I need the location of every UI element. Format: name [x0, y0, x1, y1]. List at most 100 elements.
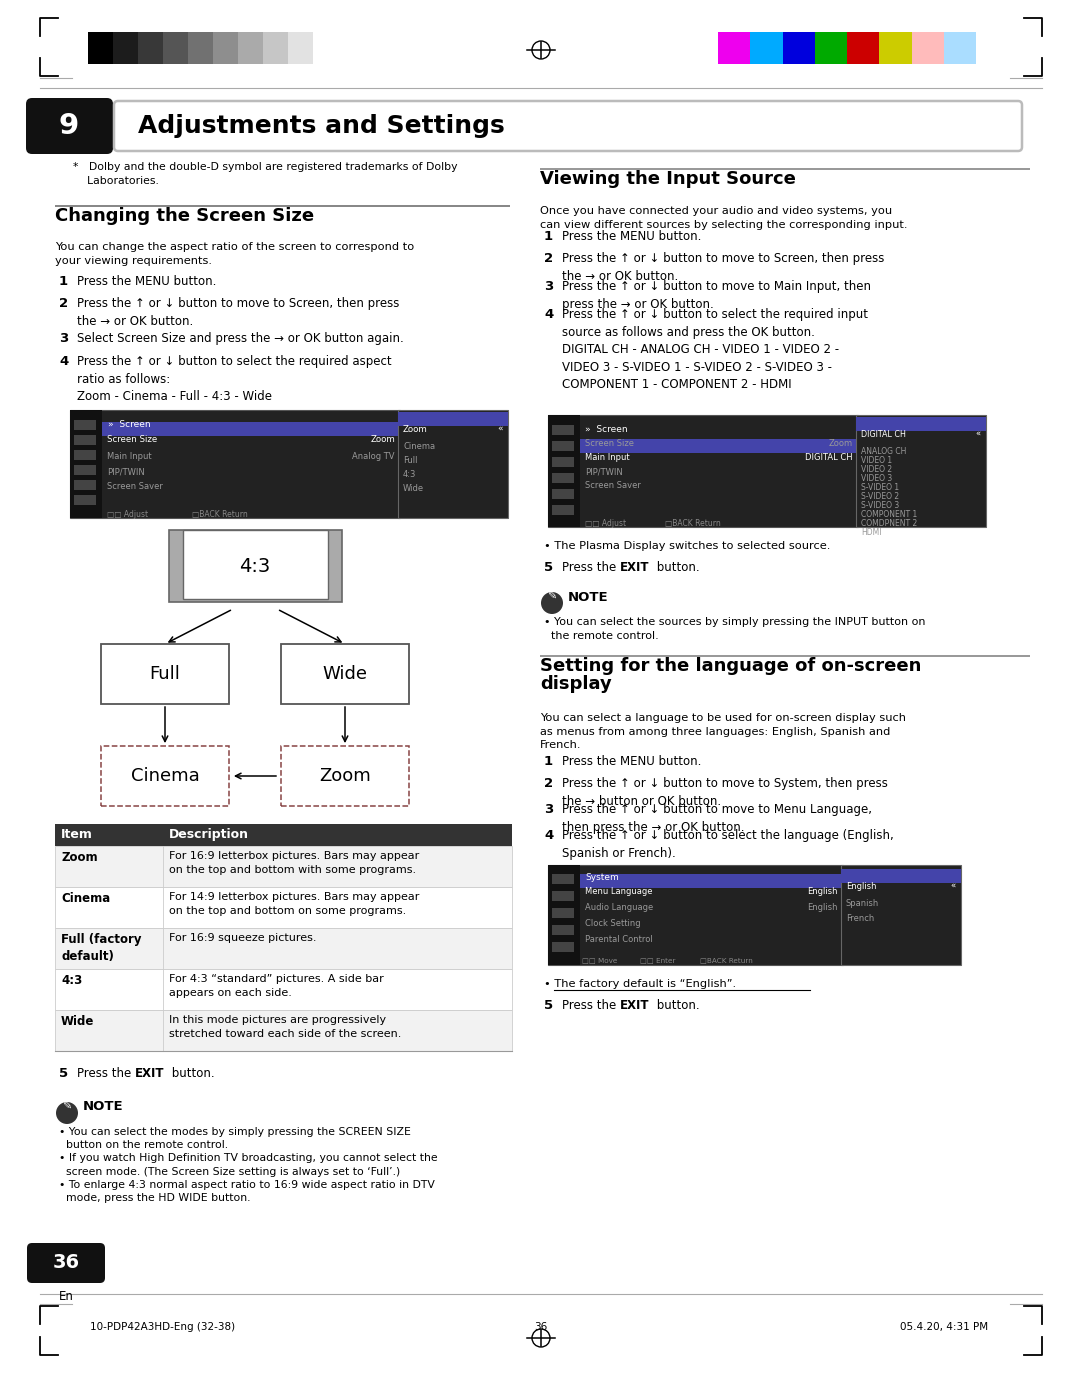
- Text: Press the: Press the: [77, 1068, 135, 1080]
- Text: Main Input: Main Input: [585, 453, 630, 463]
- Text: □BACK Return: □BACK Return: [700, 957, 753, 963]
- Bar: [552, 425, 573, 435]
- Text: Setting for the language of on-screen: Setting for the language of on-screen: [540, 657, 921, 675]
- Bar: [264, 32, 288, 64]
- Text: Press the ↑ or ↓ button to move to Menu Language,
then press the → or OK button.: Press the ↑ or ↓ button to move to Menu …: [562, 802, 872, 834]
- Text: For 16:9 letterbox pictures. Bars may appear
on the top and bottom with some pro: For 16:9 letterbox pictures. Bars may ap…: [168, 851, 419, 874]
- Text: English: English: [846, 882, 877, 891]
- Text: Press the ↑ or ↓ button to select the language (English,
Spanish or French).: Press the ↑ or ↓ button to select the la…: [562, 829, 894, 859]
- Text: S-VIDEO 3: S-VIDEO 3: [861, 501, 900, 510]
- Text: Once you have connected your audio and video systems, you
can view different sou: Once you have connected your audio and v…: [540, 206, 907, 229]
- Text: *   Dolby and the double-D symbol are registered trademarks of Dolby
    Laborat: * Dolby and the double-D symbol are regi…: [73, 162, 458, 186]
- Text: Press the ↑ or ↓ button to select the required aspect
ratio as follows:
Zoom - C: Press the ↑ or ↓ button to select the re…: [77, 355, 392, 403]
- Text: For 16:9 squeeze pictures.: For 16:9 squeeze pictures.: [168, 934, 316, 943]
- Bar: [55, 928, 512, 969]
- Text: 5: 5: [544, 561, 553, 574]
- Text: Screen Saver: Screen Saver: [585, 481, 640, 490]
- Text: Clock Setting: Clock Setting: [585, 918, 640, 928]
- Text: Item: Item: [60, 829, 93, 841]
- Bar: [102, 746, 229, 807]
- Text: VIDEO 2: VIDEO 2: [861, 465, 892, 474]
- Text: PIP/TWIN: PIP/TWIN: [585, 467, 623, 476]
- Text: Screen Size: Screen Size: [585, 439, 634, 447]
- Text: 3: 3: [59, 331, 68, 345]
- Bar: [70, 410, 102, 518]
- Text: display: display: [540, 675, 611, 693]
- Text: Parental Control: Parental Control: [585, 935, 652, 945]
- Text: EXIT: EXIT: [620, 561, 649, 574]
- Text: You can select a language to be used for on-screen display such
as menus from am: You can select a language to be used for…: [540, 713, 906, 750]
- Bar: [399, 410, 508, 518]
- Text: 2: 2: [544, 251, 553, 265]
- Text: Wide: Wide: [323, 666, 367, 684]
- Text: • You can select the modes by simply pressing the SCREEN SIZE
  button on the re: • You can select the modes by simply pre…: [59, 1127, 437, 1203]
- Text: Press the: Press the: [562, 561, 620, 574]
- Text: 4: 4: [544, 829, 553, 842]
- Text: En: En: [58, 1290, 73, 1304]
- Text: 4: 4: [59, 355, 68, 367]
- Bar: [113, 32, 138, 64]
- Text: NOTE: NOTE: [83, 1101, 123, 1113]
- Bar: [288, 32, 313, 64]
- Bar: [102, 423, 400, 436]
- Text: DIGITAL CH: DIGITAL CH: [861, 429, 906, 439]
- Circle shape: [541, 592, 563, 615]
- Bar: [87, 32, 113, 64]
- Text: button.: button.: [653, 998, 700, 1012]
- Text: Screen Saver: Screen Saver: [107, 482, 163, 492]
- Text: For 14:9 letterbox pictures. Bars may appear
on the top and bottom on some progr: For 14:9 letterbox pictures. Bars may ap…: [168, 892, 419, 916]
- Text: »  Screen: » Screen: [585, 425, 627, 434]
- Text: ✎: ✎: [548, 592, 556, 602]
- Bar: [163, 32, 188, 64]
- Bar: [281, 746, 409, 807]
- Text: Full: Full: [403, 456, 418, 465]
- Text: Viewing the Input Source: Viewing the Input Source: [540, 170, 796, 188]
- Text: «: «: [976, 429, 981, 439]
- Text: Description: Description: [168, 829, 249, 841]
- Bar: [552, 457, 573, 467]
- Bar: [168, 530, 342, 602]
- Text: 1: 1: [59, 275, 68, 289]
- Bar: [55, 824, 512, 847]
- Bar: [55, 1010, 512, 1051]
- Text: DIGITAL CH: DIGITAL CH: [806, 453, 853, 463]
- Text: Changing the Screen Size: Changing the Screen Size: [55, 207, 314, 225]
- Text: COMPONENT 1: COMPONENT 1: [861, 510, 917, 519]
- Text: For 4:3 “standard” pictures. A side bar
appears on each side.: For 4:3 “standard” pictures. A side bar …: [168, 974, 383, 997]
- Text: NOTE: NOTE: [568, 591, 609, 603]
- Text: COMDPNENT 2: COMDPNENT 2: [861, 519, 917, 528]
- Text: Press the ↑ or ↓ button to move to Screen, then press
the → or OK button.: Press the ↑ or ↓ button to move to Scree…: [77, 297, 400, 327]
- Text: Zoom: Zoom: [60, 851, 97, 865]
- Text: French: French: [846, 914, 874, 923]
- Bar: [580, 439, 858, 453]
- Text: Spanish: Spanish: [846, 899, 879, 907]
- Text: »  Screen: » Screen: [108, 420, 150, 429]
- Bar: [55, 887, 512, 928]
- Text: Cinema: Cinema: [60, 892, 110, 905]
- Bar: [75, 494, 96, 505]
- Text: • The factory default is “English”.: • The factory default is “English”.: [544, 979, 737, 989]
- Text: • You can select the sources by simply pressing the INPUT button on
  the remote: • You can select the sources by simply p…: [544, 617, 926, 641]
- Bar: [313, 32, 338, 64]
- Text: button.: button.: [653, 561, 700, 574]
- Bar: [751, 32, 783, 64]
- Bar: [841, 869, 961, 882]
- Bar: [847, 32, 879, 64]
- Bar: [540, 655, 1030, 657]
- Text: 1: 1: [544, 231, 553, 243]
- Text: • The Plasma Display switches to selected source.: • The Plasma Display switches to selecte…: [544, 541, 831, 551]
- Text: 1: 1: [544, 755, 553, 768]
- Text: 4: 4: [544, 308, 553, 320]
- FancyBboxPatch shape: [27, 1243, 105, 1283]
- Bar: [552, 441, 573, 452]
- Bar: [552, 925, 573, 935]
- Bar: [912, 32, 944, 64]
- Text: button.: button.: [168, 1068, 215, 1080]
- Text: Main Input: Main Input: [107, 452, 151, 461]
- Bar: [856, 416, 986, 528]
- Text: Cinema: Cinema: [403, 442, 435, 452]
- Text: VIDEO 3: VIDEO 3: [861, 474, 892, 483]
- Text: Full: Full: [149, 666, 180, 684]
- Bar: [552, 907, 573, 918]
- Text: 3: 3: [544, 802, 553, 816]
